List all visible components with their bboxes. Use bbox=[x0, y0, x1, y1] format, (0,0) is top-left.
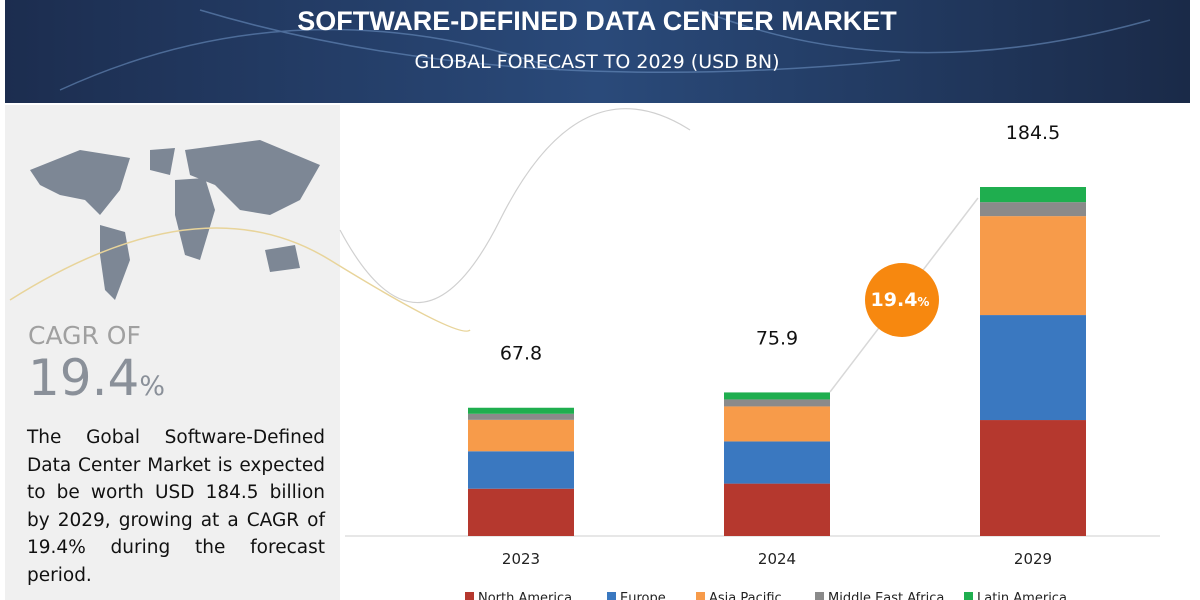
bar-segment bbox=[980, 187, 1086, 203]
x-tick-label: 2024 bbox=[758, 550, 796, 568]
legend-swatch bbox=[696, 592, 705, 600]
x-tick-label: 2029 bbox=[1014, 550, 1052, 568]
total-label: 184.5 bbox=[1006, 122, 1060, 144]
bar-segment bbox=[724, 392, 830, 400]
bar-segment bbox=[468, 413, 574, 420]
legend-label: Latin America bbox=[977, 591, 1067, 600]
legend-label: Middle East Africa bbox=[828, 591, 944, 600]
header-bg bbox=[5, 0, 1190, 103]
legend-swatch bbox=[815, 592, 824, 600]
legend-swatch bbox=[964, 592, 973, 600]
cagr-number: 19.4 bbox=[28, 349, 139, 407]
legend-swatch bbox=[607, 592, 616, 600]
bar-segment bbox=[724, 441, 830, 484]
badge-number: 19.4 bbox=[871, 289, 918, 311]
bar-segment bbox=[468, 451, 574, 489]
badge-unit: % bbox=[917, 295, 929, 309]
total-label: 67.8 bbox=[500, 343, 542, 365]
bar-segment bbox=[468, 488, 574, 536]
bar-segment bbox=[468, 407, 574, 414]
cagr-badge bbox=[865, 263, 939, 337]
cagr-badge-text: 19.4% bbox=[871, 289, 930, 311]
total-label: 75.9 bbox=[756, 327, 798, 349]
cagr-value: 19.4% bbox=[28, 349, 165, 407]
legend-swatch bbox=[465, 592, 474, 600]
bar-segment bbox=[724, 406, 830, 442]
legend-label: Asia Pacific bbox=[709, 591, 782, 600]
bar-segment bbox=[980, 315, 1086, 421]
bar-segment bbox=[724, 399, 830, 407]
legend-label: North America bbox=[478, 591, 572, 600]
world-map bbox=[30, 140, 320, 300]
bar-segment bbox=[980, 202, 1086, 217]
decor-curve bbox=[9, 227, 471, 332]
title: SOFTWARE-DEFINED DATA CENTER MARKET bbox=[297, 6, 897, 36]
cagr-label: CAGR OF bbox=[28, 321, 141, 350]
header-decoration bbox=[59, 9, 1151, 91]
cagr-unit: % bbox=[139, 371, 165, 402]
description: The Gobal Software-Defined Data Center M… bbox=[27, 427, 325, 586]
x-tick-label: 2023 bbox=[502, 550, 540, 568]
legend-label: Europe bbox=[620, 591, 666, 600]
decor-curve bbox=[339, 108, 691, 304]
subtitle: GLOBAL FORECAST TO 2029 (USD BN) bbox=[414, 51, 779, 73]
bar-segment bbox=[980, 420, 1086, 536]
bar-segment bbox=[724, 483, 830, 536]
bar-segment bbox=[468, 419, 574, 452]
bar-segment bbox=[980, 216, 1086, 316]
